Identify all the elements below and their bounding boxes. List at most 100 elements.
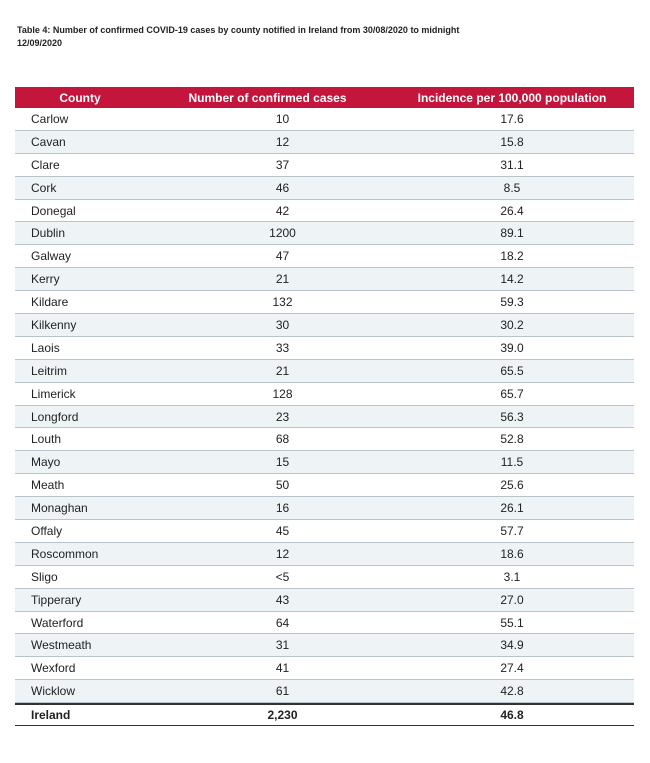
table-cell: Roscommon — [31, 546, 99, 561]
table-cell: 45 — [275, 523, 290, 538]
table-cell: 1200 — [269, 226, 296, 241]
table-row: Waterford 64 55.1 — [15, 612, 634, 635]
table-cell: 65.7 — [500, 386, 524, 401]
table-cell: 56.3 — [500, 409, 524, 424]
table-cell: 16 — [275, 501, 290, 516]
table-cell: 37 — [275, 157, 290, 172]
table-cell: 3.1 — [503, 569, 521, 584]
table-cell: 8.5 — [503, 180, 521, 195]
table-cell: 14.2 — [500, 272, 524, 287]
table-row: Kerry 21 14.2 — [15, 268, 634, 292]
table-cell: 65.5 — [500, 363, 524, 378]
table-cell: Limerick — [31, 386, 76, 401]
table-cell: 10 — [275, 111, 290, 126]
table-row: Laois 33 39.0 — [15, 337, 634, 360]
table-cell: Wexford — [31, 661, 76, 676]
table-cell: Offaly — [31, 523, 63, 538]
table-cell: 26.1 — [500, 501, 524, 516]
table-row: Leitrim 21 65.5 — [15, 359, 634, 383]
table-row: Cork 46 8.5 — [15, 176, 634, 200]
table-cell: Waterford — [31, 615, 84, 630]
table: County Number of confirmed cases Incidence… — [15, 87, 634, 727]
table-cell: 12 — [275, 134, 290, 149]
table-cell: 34.9 — [500, 638, 524, 653]
table-cell: Sligo — [31, 569, 58, 584]
table-cell: Wicklow — [31, 684, 75, 699]
table-cell: 52.8 — [500, 432, 524, 447]
table-row: Wexford 41 27.4 — [15, 657, 634, 681]
table-cell: 15 — [275, 455, 290, 470]
table-cell: 30 — [275, 317, 290, 332]
table-cell: Westmeath — [31, 638, 92, 653]
table-cell: 50 — [275, 478, 290, 493]
table-cell: 26.4 — [500, 203, 524, 218]
table-row: Kilkenny 30 30.2 — [15, 314, 634, 337]
table-cell: Monaghan — [31, 501, 88, 516]
table-row: Monaghan 16 26.1 — [15, 497, 634, 521]
total-row: Ireland 2,230 46.8 — [15, 703, 634, 727]
table-cell: 27.0 — [500, 592, 524, 607]
table-cell: 18.6 — [500, 546, 524, 561]
table-cell: Kilkenny — [31, 317, 77, 332]
table-cell: Dublin — [31, 226, 66, 241]
table-row: Tipperary 43 27.0 — [15, 588, 634, 612]
table-cell: Clare — [31, 157, 60, 172]
table-cell: 33 — [275, 340, 290, 355]
table-row: Limerick 128 65.7 — [15, 383, 634, 406]
table-cell: Galway — [31, 249, 72, 264]
table-cell: 17.6 — [500, 111, 524, 126]
table-cell: <5 — [275, 569, 290, 584]
total-cell: 2,230 — [267, 708, 298, 723]
table-row: Offaly 45 57.7 — [15, 520, 634, 543]
table-cell: 25.6 — [500, 478, 524, 493]
table-cell: 46 — [275, 180, 290, 195]
table-cell: 11.5 — [500, 455, 524, 470]
table-cell: 132 — [272, 295, 293, 310]
table-cell: 47 — [275, 249, 290, 264]
table-row: Donegal 42 26.4 — [15, 200, 634, 223]
table-cell: 21 — [275, 272, 290, 287]
table-cell: 43 — [275, 592, 290, 607]
table-row: Dublin 1200 89.1 — [15, 222, 634, 246]
table-row: Sligo <5 3.1 — [15, 566, 634, 589]
table-cell: 31 — [275, 638, 290, 653]
table-row: Kildare 132 59.3 — [15, 291, 634, 315]
table-row: Longford 23 56.3 — [15, 405, 634, 429]
table-cell: Cavan — [31, 134, 66, 149]
table-row: Galway 47 18.2 — [15, 245, 634, 269]
table-cell: Tipperary — [31, 592, 82, 607]
table-cell: 39.0 — [500, 340, 524, 355]
table-row: Roscommon 12 18.6 — [15, 542, 634, 566]
header-cell: Incidence per 100,000 population — [417, 90, 607, 105]
table-cell: 89.1 — [500, 226, 524, 241]
table-cell: Mayo — [31, 455, 61, 470]
table-row: Meath 50 25.6 — [15, 474, 634, 498]
table-cell: 55.1 — [500, 615, 524, 630]
table-row: Carlow 10 17.6 — [15, 108, 634, 131]
table-cell: 42.8 — [500, 684, 524, 699]
table-row: Louth 68 52.8 — [15, 428, 634, 452]
total-cell: Ireland — [31, 708, 71, 723]
table-cell: 128 — [272, 386, 293, 401]
table-cell: Cork — [31, 180, 57, 195]
table-cell: Carlow — [31, 111, 69, 126]
table-cell: Longford — [31, 409, 79, 424]
table-cell: 59.3 — [500, 295, 524, 310]
table-row: Clare 37 31.1 — [15, 154, 634, 177]
table-cell: 42 — [275, 203, 290, 218]
table-cell: 31.1 — [500, 157, 524, 172]
table-row: Wicklow 61 42.8 — [15, 680, 634, 704]
table-row: Mayo 15 11.5 — [15, 451, 634, 475]
table-row: Westmeath 31 34.9 — [15, 634, 634, 658]
total-cell: 46.8 — [500, 708, 524, 723]
table-cell: 57.7 — [500, 523, 524, 538]
table-cell: 23 — [275, 409, 290, 424]
table-cell: 15.8 — [500, 134, 524, 149]
table-cell: 41 — [275, 661, 290, 676]
table-cell: Kerry — [31, 272, 60, 287]
table-cell: 30.2 — [500, 317, 524, 332]
header-cell: County — [59, 90, 101, 105]
table-cell: Louth — [31, 432, 62, 447]
table-cell: 18.2 — [500, 249, 524, 264]
